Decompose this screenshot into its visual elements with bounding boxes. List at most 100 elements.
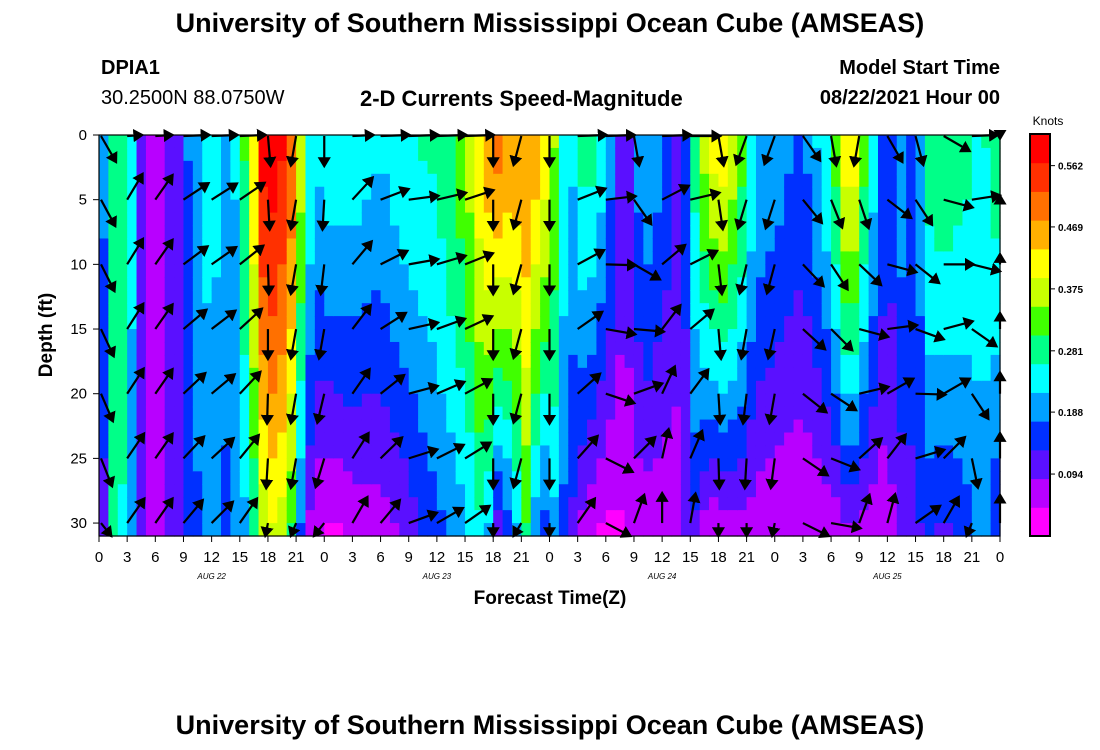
heatmap-cell [943,264,954,278]
heatmap-cell [427,341,438,356]
heatmap-cell [352,173,363,188]
heatmap-cell [418,471,429,485]
heatmap-cell [802,212,813,227]
heatmap-cell [530,419,541,434]
heatmap-cell [483,225,494,240]
heatmap-cell [558,458,569,472]
heatmap-cell [821,212,832,227]
heatmap-cell [371,251,382,265]
heatmap-cell [136,523,147,537]
current-vector-arrow [408,254,441,268]
heatmap-cell [915,303,926,317]
heatmap-cell [727,329,738,343]
heatmap-cell [652,212,663,227]
heatmap-cell [258,393,269,408]
heatmap-cell [971,147,982,162]
heatmap-cell [906,225,917,240]
heatmap-cell [399,497,410,511]
heatmap-cell [314,251,325,265]
heatmap-cell [136,393,147,408]
heatmap-cell [164,277,175,291]
heatmap-cell [924,445,935,459]
current-vector-arrow [126,496,146,524]
heatmap-cell [465,419,476,434]
heatmap-cell [249,458,260,472]
heatmap-cell [352,135,363,149]
heatmap-cell [380,393,391,408]
heatmap-cell [436,367,447,382]
heatmap-cell [662,173,673,188]
current-vector-arrow [239,244,266,266]
heatmap-cell [605,471,616,485]
heatmap-cell [746,225,757,240]
heatmap-cell [155,484,166,498]
heatmap-cell [324,432,335,447]
heatmap-cell [465,225,476,240]
heatmap-cell [502,199,513,214]
heatmap-cell [164,225,175,240]
current-vector-arrow [351,175,375,201]
heatmap-cell [333,212,344,227]
current-vector-arrow [509,393,523,425]
heatmap-cell [774,458,785,472]
heatmap-cell [455,419,466,434]
heatmap-cell [652,497,663,511]
heatmap-cell [981,380,992,395]
heatmap-cell [108,186,119,201]
heatmap-cell [887,290,898,304]
heatmap-cell [962,329,973,343]
heatmap-cell [577,523,588,537]
heatmap-cell [652,354,663,369]
heatmap-cell [624,341,635,356]
heatmap-cell [183,471,194,485]
heatmap-cell [136,251,147,265]
heatmap-cell [530,329,541,343]
heatmap-cell [887,329,898,343]
heatmap-cell [615,225,626,240]
heatmap-cell [296,497,307,511]
heatmap-cell [211,290,222,304]
heatmap-cell [680,484,691,498]
heatmap-cell [305,510,316,524]
heatmap-cell [108,303,119,317]
heatmap-cell [549,251,560,265]
heatmap-cell [709,497,720,511]
heatmap-cell [587,510,598,524]
heatmap-cell [399,329,410,343]
heatmap-cell [596,432,607,447]
heatmap-cell [446,225,457,240]
heatmap-cell [784,471,795,485]
heatmap-cell [511,199,522,214]
heatmap-cell [784,173,795,188]
heatmap-cell [793,471,804,485]
heatmap-cell [680,354,691,369]
heatmap-cell [774,147,785,162]
heatmap-cell [127,419,138,434]
colorbar-tick-label: 0.094 [1058,470,1083,481]
heatmap-cell [361,147,372,162]
heatmap-cell [962,419,973,434]
heatmap-cell [371,199,382,214]
heatmap-cell [221,251,231,265]
heatmap-cell [699,497,710,511]
heatmap-cell [690,367,701,382]
heatmap-cell [971,406,982,421]
heatmap-cell [709,277,720,291]
heatmap-cell [671,393,682,408]
heatmap-cell [521,316,532,330]
heatmap-cell [868,367,879,382]
heatmap-cell [258,419,269,434]
heatmap-cell [530,393,541,408]
heatmap-cell [859,393,870,408]
heatmap-cell [877,303,888,317]
heatmap-cell [943,303,954,317]
heatmap-cell [164,419,175,434]
current-vector-arrow [262,199,276,232]
heatmap-cell [540,445,551,459]
current-vector-arrow [311,458,326,490]
heatmap-cell [305,212,316,227]
heatmap-cell [117,135,128,149]
heatmap-cell [680,445,691,459]
current-vector-arrow [914,135,928,168]
heatmap-cell [662,199,673,214]
